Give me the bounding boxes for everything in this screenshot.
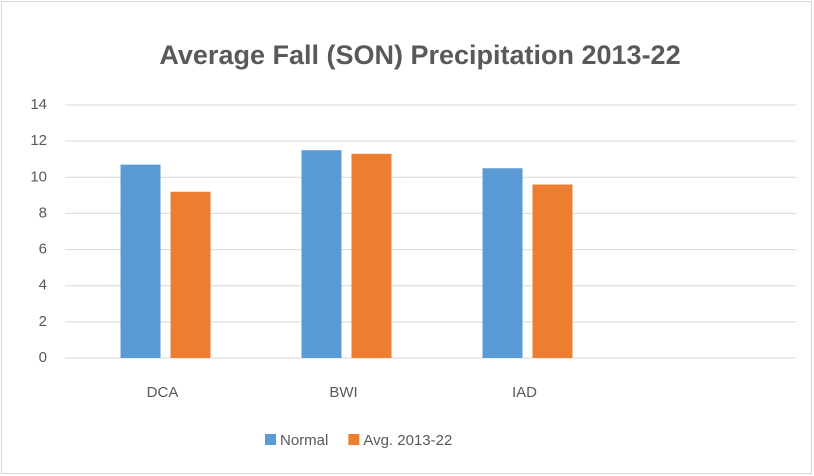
x-tick-label: IAD xyxy=(512,384,537,401)
bar xyxy=(532,184,573,358)
y-tick-label: 4 xyxy=(39,277,47,294)
x-tick-label: BWI xyxy=(329,384,357,401)
y-tick-label: 6 xyxy=(39,241,47,258)
bar xyxy=(120,164,161,358)
y-tick-label: 0 xyxy=(39,349,47,366)
bar xyxy=(351,153,392,358)
legend-label: Normal xyxy=(280,432,328,449)
bar xyxy=(301,150,342,358)
y-tick-label: 12 xyxy=(30,132,47,149)
legend-label: Avg. 2013-22 xyxy=(363,432,452,449)
bar xyxy=(170,191,211,358)
x-tick-label: DCA xyxy=(147,384,179,401)
bar xyxy=(482,168,523,358)
y-tick-label: 8 xyxy=(39,204,47,221)
legend-swatch xyxy=(265,434,276,445)
y-tick-label: 10 xyxy=(30,168,47,185)
legend-swatch xyxy=(348,434,360,445)
y-tick-label: 2 xyxy=(39,313,47,330)
y-tick-label: 14 xyxy=(30,96,47,113)
chart-title: Average Fall (SON) Precipitation 2013-22 xyxy=(159,40,680,70)
